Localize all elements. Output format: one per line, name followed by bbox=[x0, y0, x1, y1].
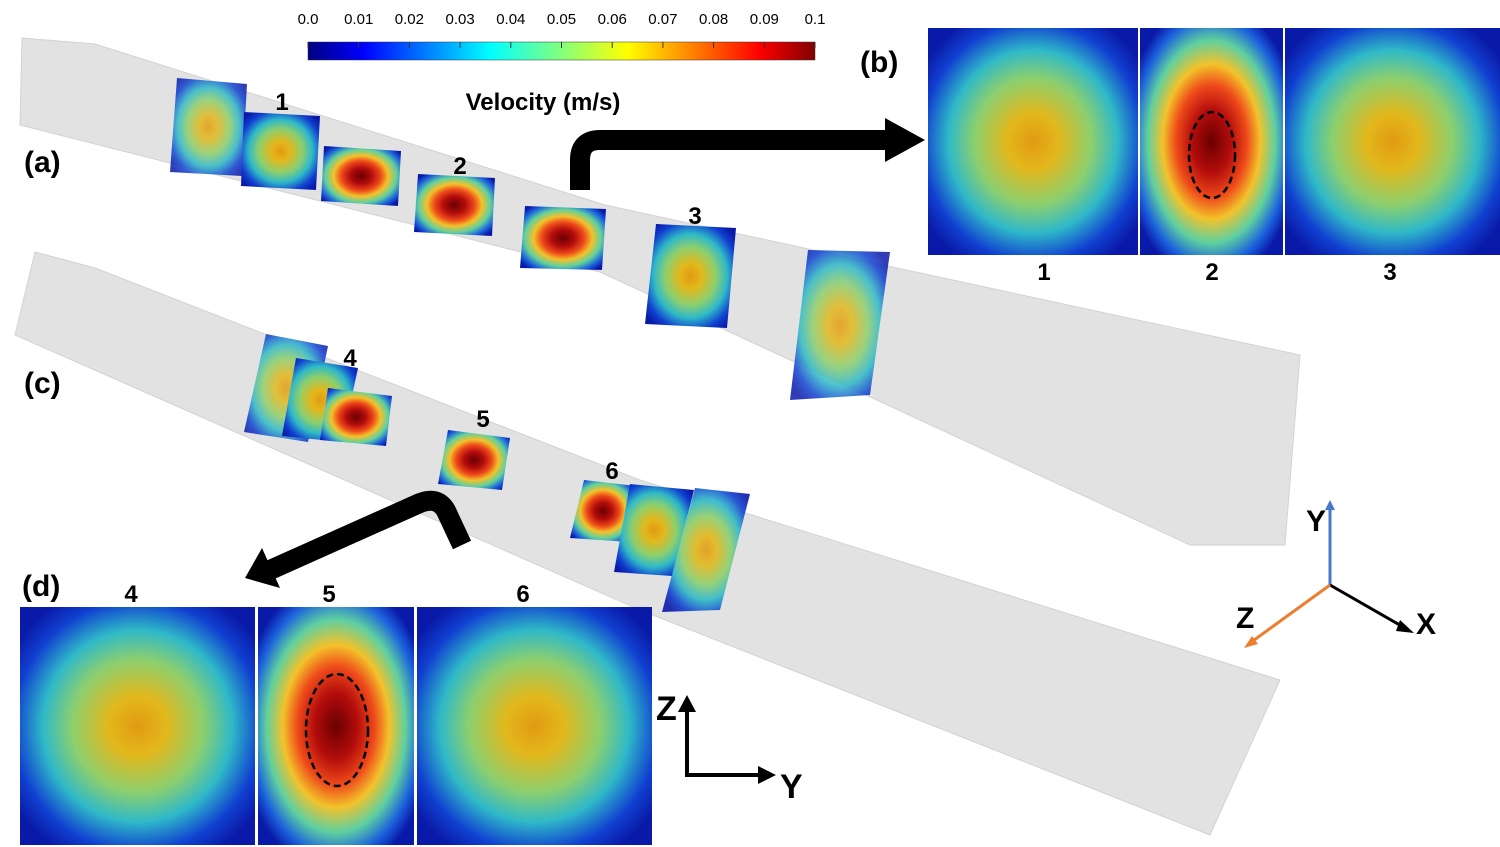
heatmap bbox=[928, 28, 1138, 255]
colorbar-tick-label: 0.07 bbox=[648, 11, 677, 28]
axis-label: X bbox=[1416, 608, 1436, 641]
heatmap-label: 3 bbox=[1383, 259, 1396, 286]
heatmap-label: 1 bbox=[1037, 259, 1050, 286]
colorbar-tick-label: 0.04 bbox=[496, 11, 525, 28]
heatmap-label: 4 bbox=[124, 581, 138, 608]
heatmap-label: 6 bbox=[516, 581, 529, 608]
heatmap-label: 5 bbox=[322, 581, 335, 608]
section bbox=[320, 388, 392, 446]
colorbar-tick-label: 0.08 bbox=[699, 11, 728, 28]
colorbar-tick-label: 0.02 bbox=[395, 11, 424, 28]
colorbar: Velocity (m/s) 0.0 0.01 0.02 0.03 0.04 0.05 0.… bbox=[298, 11, 826, 116]
panel-label: (a) bbox=[24, 146, 61, 179]
panel-label: (c) bbox=[24, 367, 61, 400]
section bbox=[241, 112, 320, 190]
arrow-head bbox=[678, 695, 696, 712]
section bbox=[570, 480, 636, 542]
colorbar-tick-label: 0.06 bbox=[598, 11, 627, 28]
section-label: 4 bbox=[343, 345, 357, 372]
colorbar-tick-label: 0.1 bbox=[805, 11, 826, 28]
section bbox=[321, 146, 401, 206]
arrow-head bbox=[1396, 620, 1414, 633]
heatmap-label: 2 bbox=[1205, 259, 1218, 286]
arrow-head bbox=[1244, 636, 1258, 648]
colorbar-label: Velocity (m/s) bbox=[466, 89, 621, 116]
section-label: 2 bbox=[453, 153, 466, 180]
axis-label: Y bbox=[780, 768, 803, 806]
axis-label: Y bbox=[1306, 505, 1326, 538]
arrow-head bbox=[885, 118, 925, 162]
section-label: 5 bbox=[476, 406, 489, 433]
section bbox=[520, 206, 606, 270]
axis-label: Z bbox=[1236, 602, 1254, 635]
heatmap bbox=[417, 607, 652, 845]
dashed-ellipse bbox=[1187, 110, 1237, 200]
arrow bbox=[265, 490, 472, 580]
sections-c bbox=[244, 334, 750, 612]
panel-label: (d) bbox=[22, 570, 60, 603]
arrow bbox=[570, 130, 890, 190]
arrow-head bbox=[245, 548, 280, 588]
axis-x bbox=[1329, 583, 1406, 630]
panel-label: (b) bbox=[860, 46, 898, 79]
section-label: 1 bbox=[275, 89, 288, 116]
section bbox=[438, 430, 510, 490]
heatmap bbox=[258, 607, 414, 845]
colorbar-tick-label: 0.01 bbox=[344, 11, 373, 28]
section bbox=[414, 174, 495, 236]
heatmap bbox=[20, 607, 255, 845]
colorbar-tick-label: 0.03 bbox=[445, 11, 474, 28]
colorbar-tick-label: 0.09 bbox=[750, 11, 779, 28]
sections-a bbox=[170, 78, 890, 400]
arrow-head bbox=[758, 766, 776, 784]
section bbox=[170, 78, 247, 176]
colorbar-tick-label: 0.0 bbox=[298, 11, 319, 28]
heatmap bbox=[1285, 28, 1500, 255]
section bbox=[662, 488, 750, 612]
section-label: 3 bbox=[688, 203, 701, 230]
axis-z bbox=[1249, 583, 1331, 645]
section-label: 6 bbox=[605, 458, 618, 485]
section bbox=[614, 484, 694, 576]
arrow-head bbox=[1325, 500, 1335, 510]
colorbar-tick-label: 0.05 bbox=[547, 11, 576, 28]
axis-label: Z bbox=[656, 690, 677, 728]
dashed-ellipse bbox=[304, 672, 370, 788]
section bbox=[645, 224, 736, 328]
section bbox=[790, 250, 890, 400]
heatmap bbox=[1140, 28, 1283, 255]
